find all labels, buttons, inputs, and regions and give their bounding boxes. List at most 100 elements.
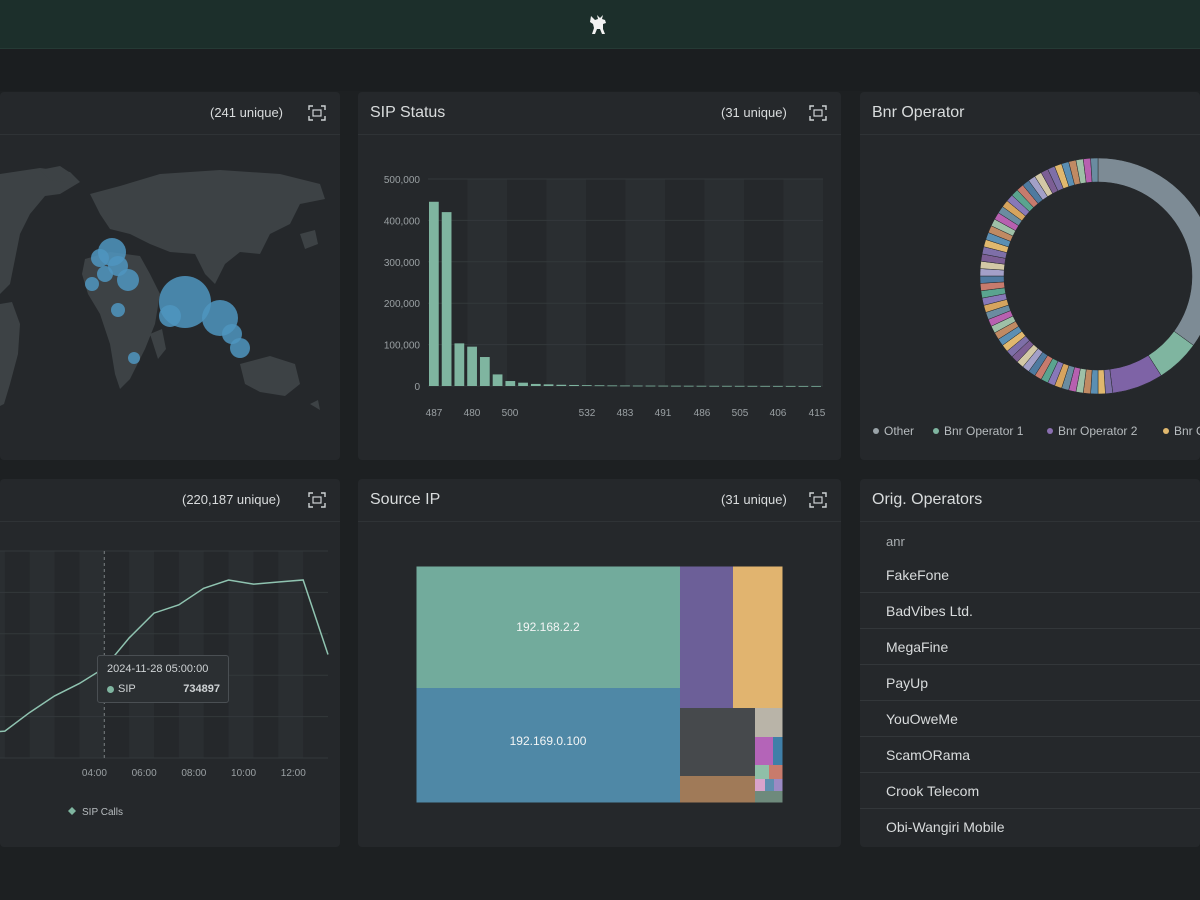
bar <box>441 212 452 386</box>
bar <box>492 374 503 386</box>
panel-header: (241 unique) <box>0 92 340 135</box>
bar <box>530 383 541 386</box>
bar <box>467 346 477 386</box>
map-bubble <box>91 249 109 267</box>
legend-label: Bnr O <box>1174 424 1200 438</box>
list-item[interactable]: YouOweMe <box>860 701 1200 737</box>
expand-icon[interactable] <box>809 105 827 121</box>
y-tick-label: 500,000 <box>384 175 421 186</box>
grid-band <box>0 551 5 758</box>
treemap-cell <box>773 737 783 765</box>
list-item[interactable]: Obi-Wangiri Mobile <box>886 819 1005 835</box>
list-item[interactable]: BadVibes Ltd. <box>860 593 1200 629</box>
bar <box>811 385 821 387</box>
grid-band <box>29 551 55 758</box>
x-tick-label: 10:00 <box>231 768 256 779</box>
chart-tooltip: 2024-11-28 05:00:00 SIP 734897 <box>97 655 229 703</box>
bar <box>543 384 554 386</box>
panel-header: (220,187 unique) <box>0 479 340 522</box>
x-tick-label: 483 <box>617 408 634 419</box>
unique-count: (241 unique) <box>210 105 283 120</box>
x-tick-label: 532 <box>579 408 596 419</box>
bar <box>671 385 681 387</box>
grid-band <box>783 179 823 386</box>
operators-list: FakeFone BadVibes Ltd. MegaFine PayUp Yo… <box>860 557 1200 845</box>
y-tick-label: 400,000 <box>384 216 421 227</box>
treemap-cell <box>769 765 783 779</box>
expand-icon[interactable] <box>809 492 827 508</box>
grid-band <box>278 551 304 758</box>
list-item[interactable]: ScamORama <box>860 737 1200 773</box>
map-bubble <box>85 277 99 291</box>
donut-slice <box>979 275 1005 284</box>
bar <box>696 385 707 387</box>
sip-calls-line-chart[interactable]: 04:00 06:00 08:00 10:00 12:00 SIP Calls <box>0 521 340 847</box>
panel-title: SIP Status <box>370 104 446 121</box>
bnr-operator-donut-chart[interactable]: Other Bnr Operator 1 Bnr Operator 2 Bnr O <box>860 134 1200 460</box>
sip-status-bar-chart[interactable]: 500,000 400,000 300,000 200,000 100,000 0 487 4… <box>358 134 841 460</box>
world-map[interactable] <box>0 134 340 460</box>
map-bubble <box>111 303 125 317</box>
treemap-label: 192.168.2.2 <box>516 620 580 634</box>
x-tick-label: 06:00 <box>132 768 157 779</box>
donut-slice <box>1097 157 1200 346</box>
list-item[interactable]: Crook Telecom <box>860 773 1200 809</box>
list-item[interactable]: PayUp <box>860 665 1200 701</box>
series-dot-icon <box>107 686 114 693</box>
bar <box>607 385 618 387</box>
y-tick-label: 0 <box>414 382 420 393</box>
grid-band <box>79 551 105 758</box>
x-tick-label: 12:00 <box>281 768 306 779</box>
grid-band <box>625 179 665 386</box>
bar <box>505 381 516 386</box>
treemap-cell <box>733 566 783 708</box>
source-ip-treemap[interactable]: 192.168.2.2 192.169.0.100 <box>358 521 841 847</box>
x-tick-label: 04:00 <box>82 768 107 779</box>
bar <box>785 385 796 387</box>
donut-slice <box>1090 157 1099 183</box>
treemap-cell-192-169-0-100 <box>416 688 680 803</box>
expand-icon[interactable] <box>308 105 326 121</box>
x-tick-label: 505 <box>732 408 749 419</box>
map-bubble <box>128 352 140 364</box>
bar <box>683 385 694 387</box>
treemap-cell <box>755 791 783 803</box>
tooltip-series: SIP <box>118 683 136 695</box>
goat-logo-icon[interactable] <box>586 10 614 38</box>
operators-filter-input[interactable]: anr <box>886 534 905 549</box>
bar <box>760 385 771 387</box>
x-tick-label: 500 <box>502 408 519 419</box>
panel-header: Source IP (31 unique) <box>358 479 841 522</box>
panel-header: SIP Status (31 unique) <box>358 92 841 135</box>
panel-title: Bnr Operator <box>872 104 965 121</box>
y-tick-label: 200,000 <box>384 299 421 310</box>
bar <box>429 201 439 386</box>
legend-dot-icon <box>873 428 879 434</box>
map-bubble <box>159 305 181 327</box>
sip-calls-panel: (220,187 unique) 04:00 06:00 08:00 10:00 12:… <box>0 479 340 847</box>
map-landmasses <box>0 166 325 410</box>
list-item[interactable]: FakeFone <box>860 557 1200 593</box>
grid-band <box>129 551 154 758</box>
legend-label: Other <box>884 424 914 438</box>
map-bubble <box>230 338 250 358</box>
bar <box>709 385 720 387</box>
list-item[interactable]: MegaFine <box>860 629 1200 665</box>
bar <box>658 385 669 387</box>
bnr-operator-panel: Bnr Operator Other Bnr Operator 1 Bnr Oper… <box>860 92 1200 460</box>
toolbar-strip <box>0 49 1200 91</box>
treemap-cell <box>765 779 774 791</box>
legend-diamond-icon <box>68 807 76 815</box>
bar <box>722 385 732 387</box>
x-tick-label: 487 <box>426 408 443 419</box>
grid-band <box>546 179 586 386</box>
expand-icon[interactable] <box>308 492 326 508</box>
bar <box>581 385 592 386</box>
source-ip-panel: Source IP (31 unique) 192.168.2.2 192.16… <box>358 479 841 847</box>
tooltip-time: 2024-11-28 05:00:00 <box>107 663 209 675</box>
legend-label: SIP Calls <box>82 807 123 818</box>
grid-band <box>704 179 744 386</box>
bar <box>479 357 490 386</box>
y-tick-label: 100,000 <box>384 341 421 352</box>
x-tick-label: 486 <box>694 408 711 419</box>
